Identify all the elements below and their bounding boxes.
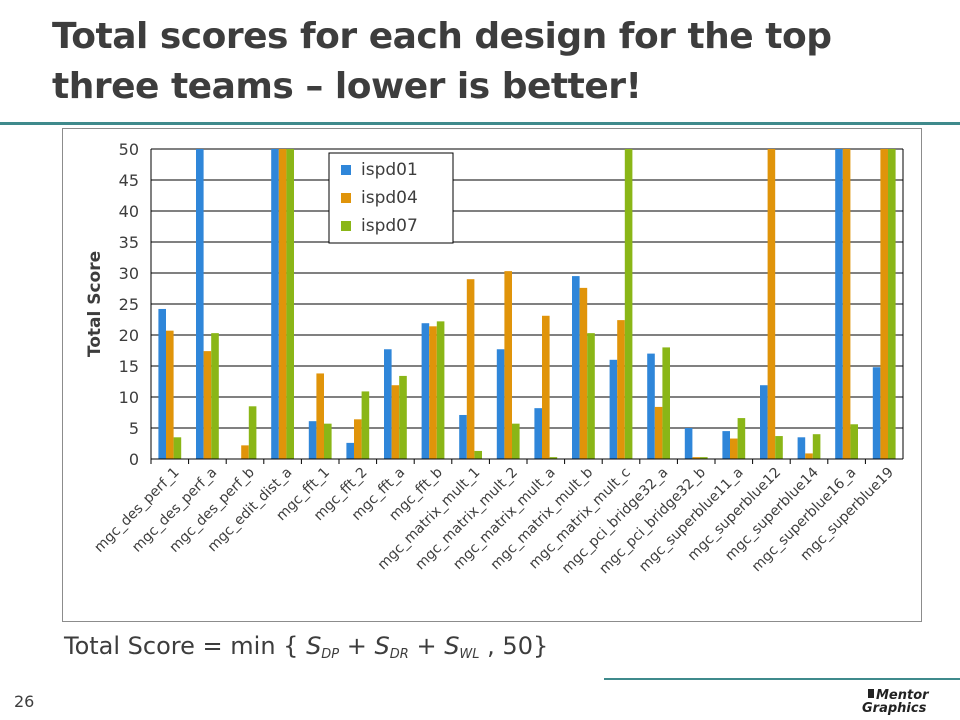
bar-ispd07 — [248, 406, 257, 459]
slide-title: Total scores for each design for the top… — [52, 16, 832, 107]
bar-ispd07 — [812, 434, 821, 459]
bar-ispd01 — [835, 149, 843, 459]
legend-label-ispd01: ispd01 — [361, 160, 418, 180]
bar-ispd07 — [512, 423, 520, 459]
bar-ispd07 — [399, 375, 407, 459]
bar-ispd07 — [662, 347, 670, 459]
bar-ispd07 — [850, 424, 858, 459]
bar-ispd04 — [692, 457, 700, 459]
bar-ispd07 — [700, 457, 708, 459]
formula-s-dp: S — [306, 632, 322, 660]
total-score-formula: Total Score = min { SDP + SDR + SWL , 50… — [64, 632, 548, 662]
bar-ispd04 — [241, 445, 249, 459]
bar-ispd07 — [211, 333, 219, 459]
bar-ispd01 — [308, 421, 317, 459]
bar-ispd07 — [587, 333, 595, 459]
y-axis-title: Total Score — [85, 251, 105, 357]
bar-ispd04 — [579, 287, 588, 459]
bar-ispd01 — [158, 308, 166, 459]
title-divider — [0, 122, 960, 125]
legend-swatch-ispd01 — [341, 165, 351, 175]
legend-label-ispd07: ispd07 — [361, 216, 418, 236]
y-tick-label: 5 — [129, 419, 139, 438]
bar-ispd01 — [722, 431, 730, 459]
bar-ispd01 — [196, 149, 204, 459]
page-number: 26 — [14, 692, 35, 711]
formula-divider — [604, 678, 960, 680]
y-tick-label: 40 — [119, 202, 139, 221]
formula-sub-dp: DP — [321, 647, 340, 662]
bar-ispd01 — [760, 385, 768, 459]
formula-tail: , 50} — [479, 632, 549, 660]
bar-ispd01 — [534, 408, 542, 459]
bar-ispd04 — [730, 438, 738, 459]
legend-swatch-ispd07 — [341, 221, 351, 231]
y-tick-label: 25 — [119, 295, 139, 314]
y-tick-label: 20 — [119, 326, 139, 345]
bar-ispd04 — [617, 320, 625, 459]
bar-ispd07 — [737, 418, 746, 459]
svg-text:Mentor: Mentor — [876, 688, 930, 703]
bar-ispd01 — [384, 349, 392, 459]
bar-ispd01 — [496, 349, 505, 459]
svg-text:Graphics: Graphics — [862, 701, 927, 716]
bar-ispd04 — [466, 279, 475, 459]
y-tick-label: 45 — [119, 171, 139, 190]
y-tick-label: 30 — [119, 264, 139, 283]
bar-ispd01 — [872, 367, 881, 459]
bar-ispd07 — [888, 149, 896, 459]
formula-plus-1: + — [339, 632, 375, 660]
bar-ispd07 — [436, 321, 445, 459]
formula-plus-2: + — [408, 632, 445, 660]
bar-ispd07 — [474, 450, 482, 459]
bar-ispd04 — [805, 453, 813, 459]
bar-ispd01 — [271, 149, 279, 459]
bar-ispd04 — [654, 406, 663, 459]
bar-ispd04 — [767, 149, 776, 459]
y-tick-label: 50 — [119, 140, 139, 159]
chart-frame: 0 5 10 15 20 25 30 35 40 45 50 Total Score mgc_des_p… — [62, 128, 922, 622]
y-tick-label: 35 — [119, 233, 139, 252]
bar-ispd01 — [421, 323, 430, 459]
bar-ispd07 — [549, 457, 558, 459]
bar-ispd04 — [842, 149, 851, 459]
bar-ispd07 — [286, 149, 294, 459]
bar-ispd04 — [429, 326, 437, 459]
bar-ispd07 — [361, 391, 370, 459]
bar-ispd04 — [203, 351, 212, 459]
bar-ispd07 — [324, 423, 332, 459]
bar-ispd07 — [173, 437, 182, 459]
bar-ispd04 — [166, 330, 174, 459]
bar-ispd07 — [624, 149, 633, 459]
bar-ispd04 — [542, 315, 550, 459]
formula-sub-dr: DR — [389, 647, 409, 662]
bar-ispd01 — [609, 359, 618, 459]
bar-ispd01 — [346, 442, 354, 459]
y-tick-label: 0 — [129, 450, 139, 469]
bar-ispd04 — [504, 271, 512, 459]
formula-sub-wl: WL — [459, 647, 480, 662]
bar-ispd01 — [797, 437, 806, 459]
formula-s-dr: S — [374, 632, 390, 660]
bar-ispd01 — [572, 276, 580, 459]
bar-ispd04 — [354, 419, 362, 459]
formula-s-wl: S — [444, 632, 460, 660]
bar-ispd01 — [684, 428, 693, 459]
formula-lhs: Total Score = min { — [64, 632, 307, 660]
mentor-graphics-logo: Mentor Graphics — [862, 688, 930, 716]
bar-ispd04 — [880, 149, 888, 459]
bar-ispd01 — [647, 353, 655, 459]
legend-swatch-ispd04 — [341, 193, 351, 203]
legend-label-ispd04: ispd04 — [361, 188, 418, 208]
bar-ispd04 — [391, 385, 400, 459]
bar-ispd04 — [316, 373, 324, 459]
bar-ispd07 — [775, 436, 783, 459]
bar-ispd04 — [278, 149, 287, 459]
y-tick-label: 10 — [119, 388, 139, 407]
y-tick-label: 15 — [119, 357, 139, 376]
bar-ispd01 — [459, 414, 467, 459]
